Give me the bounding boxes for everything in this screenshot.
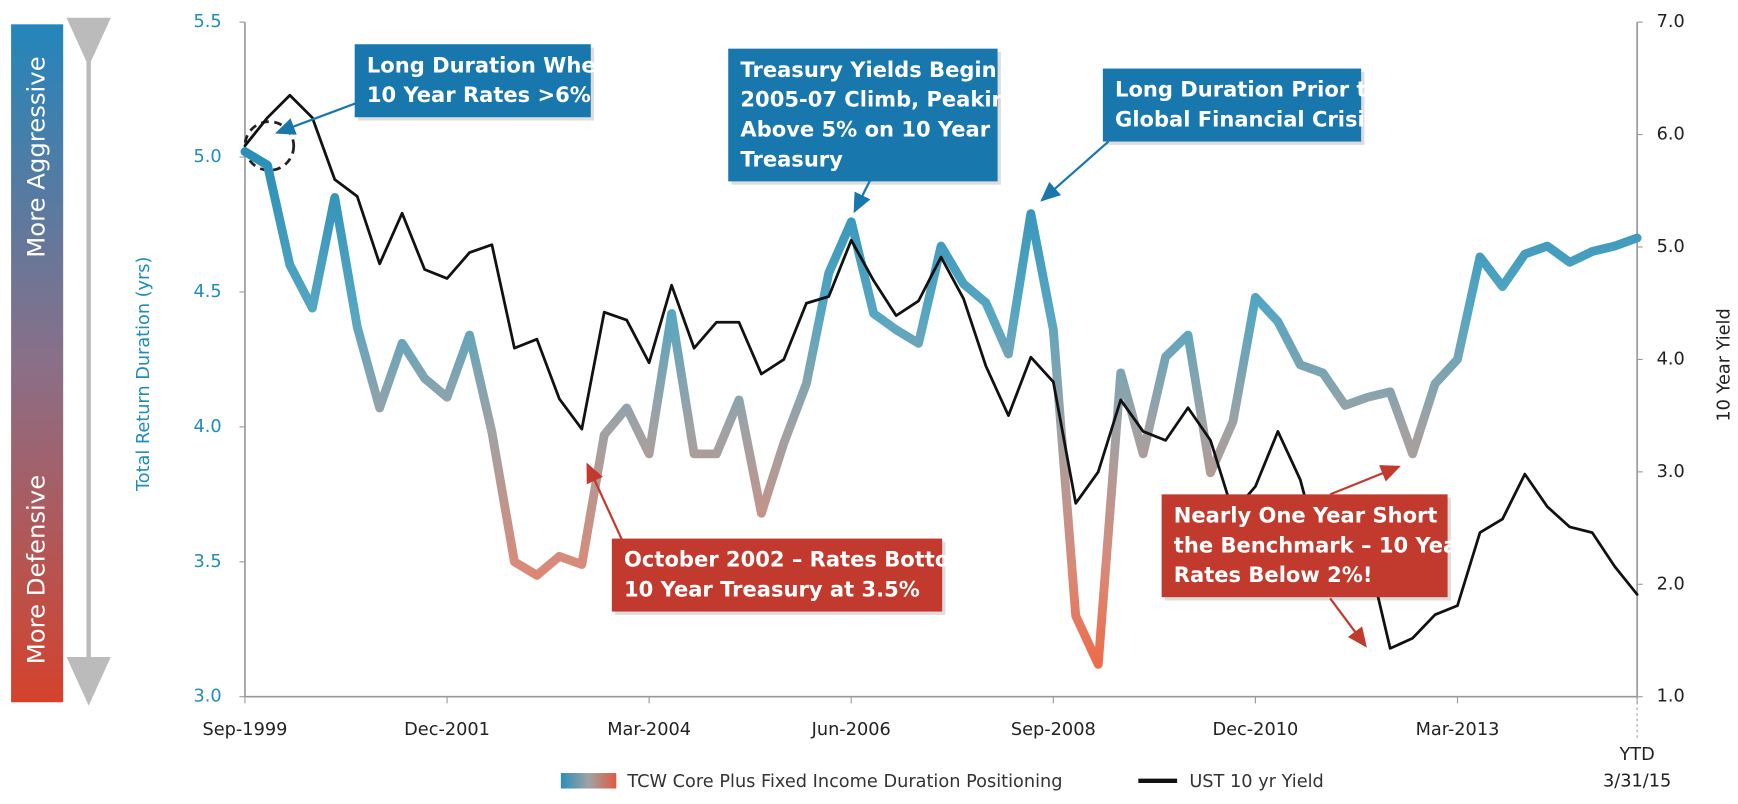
annotation-text: 10 Year Treasury at 3.5% — [624, 577, 920, 602]
annotation-text: Global Financial Crisis — [1115, 107, 1377, 132]
x-tick-label-box: YTD 3/31/15 — [1602, 743, 1672, 791]
x-tick-label: Mar-2004 — [607, 720, 691, 740]
legend-swatch — [560, 773, 617, 789]
annotation-arrow — [1329, 465, 1401, 496]
y-tick-label: 4.0 — [193, 417, 221, 437]
x-tick-label: YTD 3/31/15 — [1602, 743, 1672, 791]
side-label: More Aggressive — [22, 56, 51, 257]
annotation-arrow — [586, 462, 624, 543]
legend-label: TCW Core Plus Fixed Income Duration Posi… — [626, 772, 1062, 792]
annotation-text: October 2002 – Rates Bottom, — [624, 547, 979, 572]
y2-tick-label: 7.0 — [1657, 12, 1685, 32]
annotation-text: the Benchmark – 10 Year — [1174, 532, 1468, 557]
yield-line — [243, 93, 1639, 650]
annotation-text: Treasury — [740, 146, 843, 171]
direction-bar — [11, 24, 64, 703]
y2-tick-label: 1.0 — [1657, 687, 1685, 707]
annotation-arrow — [1329, 597, 1367, 648]
annotation-box — [728, 48, 998, 182]
annotation-text: Nearly One Year Short — [1174, 502, 1438, 527]
annotation-box — [1102, 68, 1362, 142]
y2-tick-label: 6.0 — [1657, 125, 1685, 145]
y-tick-label: 3.5 — [193, 552, 221, 572]
annotation-text: Long Duration When — [367, 52, 611, 77]
legend-label: UST 10 yr Yield — [1189, 772, 1323, 792]
annotation-text: 2005-07 Climb, Peaking — [740, 87, 1021, 112]
y2-tick-label: 4.0 — [1657, 349, 1685, 369]
annotation-text: Rates Below 2%! — [1174, 562, 1373, 587]
annotation-text: Long Duration Prior to — [1115, 77, 1381, 102]
legend: TCW Core Plus Fixed Income Duration Posi… — [560, 772, 1324, 792]
annotation-text: Above 5% on 10 Year — [740, 117, 990, 142]
x-tick-label: Sep-1999 — [203, 720, 288, 740]
x-tick-label: Dec-2010 — [1213, 720, 1299, 740]
annotation-arrow — [853, 179, 872, 214]
y-tick-label: 3.0 — [193, 687, 221, 707]
highlight-circle — [243, 120, 296, 172]
annotation-arrow — [1040, 140, 1110, 202]
annotation-text: Treasury Yields Begin — [740, 57, 996, 82]
y2-tick-label: 2.0 — [1657, 574, 1685, 594]
annotation-box — [1161, 494, 1448, 598]
side-label: More Defensive — [22, 475, 51, 664]
y2-tick-label: 5.0 — [1657, 237, 1685, 257]
y2-axis-label: 10 Year Yield — [1715, 308, 1735, 421]
y-tick-label: 5.0 — [193, 147, 221, 167]
x-tick-label: Mar-2013 — [1416, 720, 1500, 740]
y-axis-label: Total Return Duration (yrs) — [134, 257, 154, 492]
annotation-text: 10 Year Rates >6% — [367, 82, 591, 107]
duration-line — [240, 147, 1642, 669]
x-tick-label: Dec-2001 — [404, 720, 490, 740]
y-tick-label: 4.5 — [193, 282, 221, 302]
x-tick-label: Sep-2008 — [1011, 720, 1096, 740]
annotation-box — [611, 538, 943, 612]
annotation-box — [354, 44, 591, 118]
y-tick-label: 5.5 — [193, 12, 221, 32]
annotation-arrow — [275, 98, 367, 135]
x-tick-label: Jun-2006 — [811, 720, 891, 740]
y2-tick-label: 3.0 — [1657, 462, 1685, 482]
